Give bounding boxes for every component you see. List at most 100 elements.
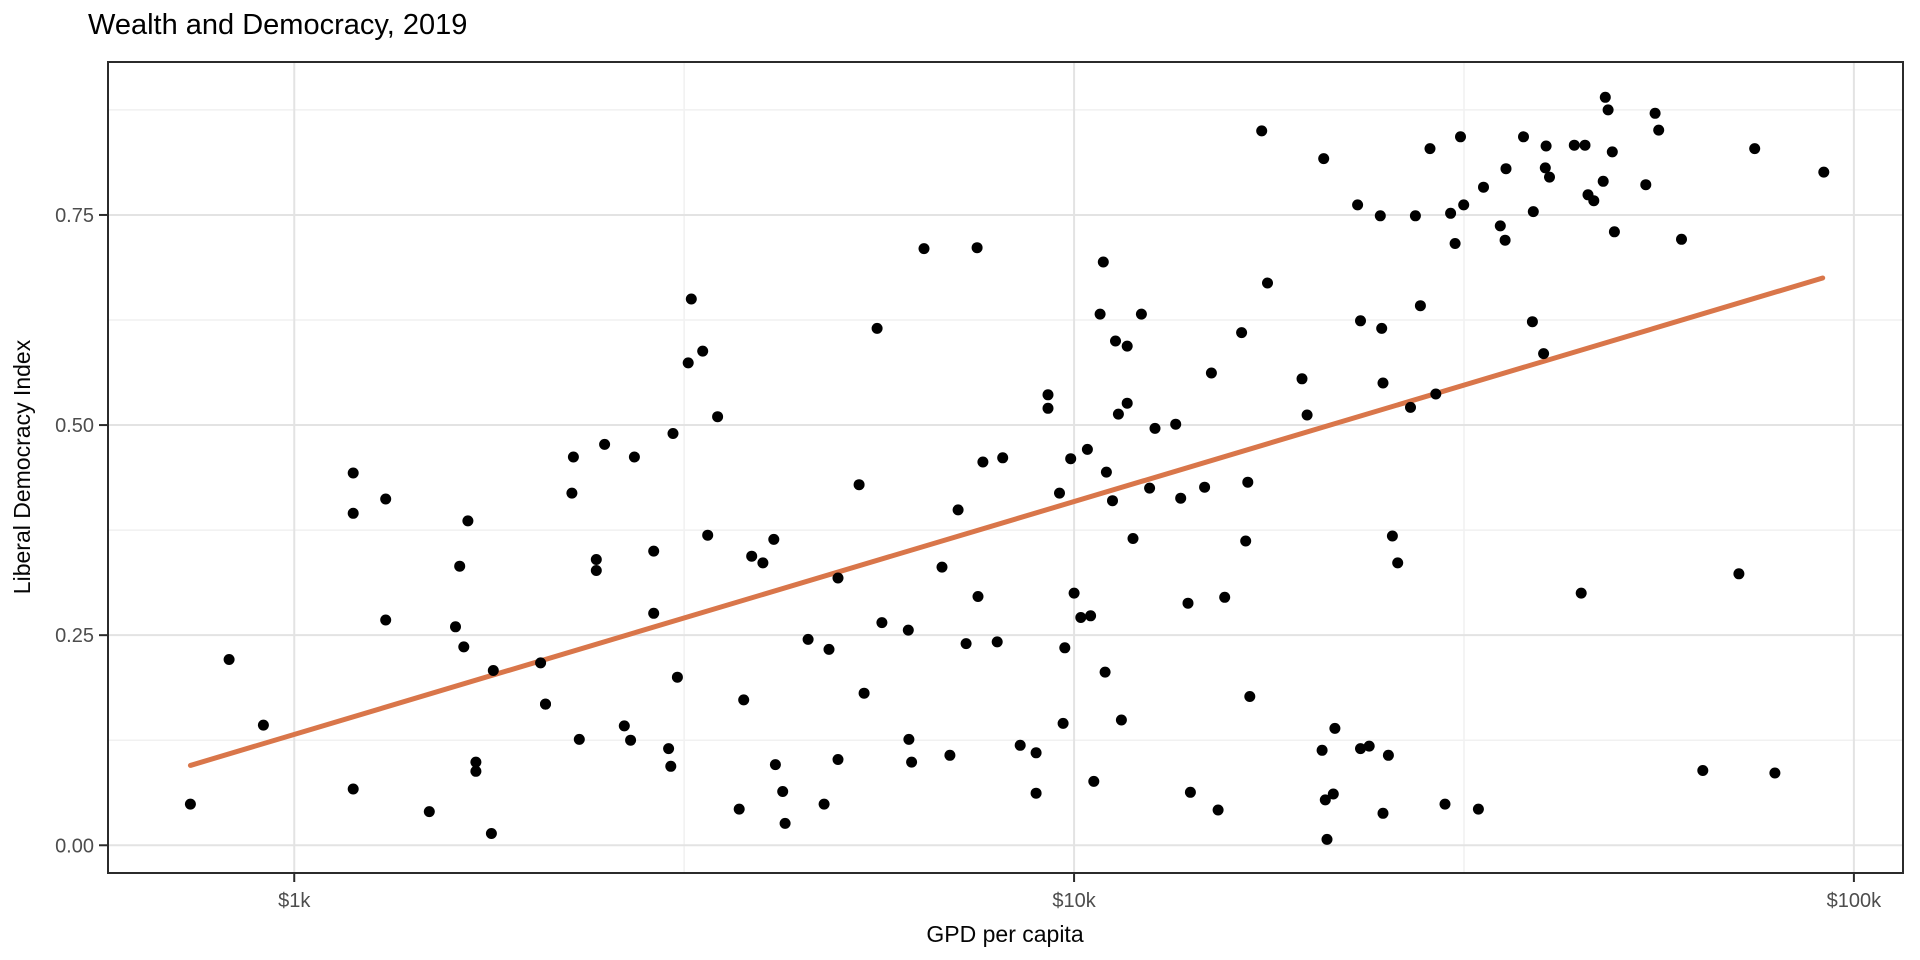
data-point xyxy=(918,243,930,255)
x-tick-label: $1k xyxy=(278,890,311,912)
data-point xyxy=(871,322,883,334)
data-point xyxy=(1439,798,1451,810)
data-point xyxy=(1544,171,1555,183)
data-point xyxy=(566,487,578,499)
data-point xyxy=(1449,238,1461,249)
data-point xyxy=(1316,744,1328,756)
data-point xyxy=(682,357,694,369)
data-point xyxy=(1472,803,1484,815)
data-point xyxy=(1097,256,1109,268)
data-point xyxy=(1042,389,1054,401)
data-point xyxy=(1494,220,1506,232)
data-point xyxy=(462,515,474,527)
data-point xyxy=(1676,233,1687,245)
data-point xyxy=(1329,722,1341,734)
data-point xyxy=(832,572,844,584)
data-point xyxy=(573,733,585,745)
data-point xyxy=(487,665,499,676)
data-point xyxy=(1184,786,1196,798)
data-point xyxy=(671,671,683,683)
data-point xyxy=(1149,422,1161,434)
data-point xyxy=(1262,277,1273,289)
data-point xyxy=(1112,408,1124,420)
data-point xyxy=(485,828,497,839)
data-point xyxy=(1602,104,1614,116)
data-point xyxy=(1110,335,1121,347)
data-point xyxy=(1088,775,1100,787)
data-point xyxy=(1579,139,1591,151)
data-point xyxy=(768,533,780,545)
data-point xyxy=(1409,210,1421,222)
data-point xyxy=(1205,367,1217,379)
data-point xyxy=(1318,153,1330,165)
data-point xyxy=(1107,495,1118,507)
data-point xyxy=(458,641,470,653)
x-tick-label: $100k xyxy=(1827,890,1882,912)
data-point xyxy=(906,756,918,768)
data-point xyxy=(858,687,870,699)
data-point xyxy=(977,456,989,468)
trend-line-layer xyxy=(187,275,1826,768)
data-point xyxy=(1363,740,1375,752)
data-point xyxy=(1640,179,1652,191)
data-point xyxy=(1059,642,1071,654)
data-point xyxy=(1121,397,1133,409)
data-point xyxy=(1127,533,1139,544)
data-point xyxy=(1424,143,1436,155)
data-point xyxy=(1094,308,1106,320)
plot-panel xyxy=(107,61,1904,874)
data-point xyxy=(1085,610,1097,622)
data-point xyxy=(712,411,724,423)
data-point xyxy=(777,786,789,797)
data-point xyxy=(1458,199,1470,211)
data-point xyxy=(1649,107,1661,119)
data-point xyxy=(1175,492,1187,504)
data-point xyxy=(902,624,914,636)
data-point xyxy=(1733,568,1745,580)
data-point xyxy=(1057,717,1069,729)
data-point xyxy=(1240,535,1252,547)
data-point xyxy=(853,479,865,491)
data-point xyxy=(1199,481,1211,493)
data-point xyxy=(1144,482,1156,494)
data-point xyxy=(567,451,579,463)
data-point xyxy=(540,698,551,710)
data-point xyxy=(1242,476,1254,488)
x-axis-title: GPD per capita xyxy=(926,921,1083,947)
data-point xyxy=(1065,453,1077,465)
data-point xyxy=(1430,388,1442,400)
data-point xyxy=(972,591,984,602)
y-tick-label: 0.50 xyxy=(55,415,94,437)
data-point xyxy=(257,719,269,731)
data-point xyxy=(1374,210,1386,222)
data-point xyxy=(1392,557,1404,569)
data-point xyxy=(702,529,714,541)
data-point xyxy=(423,806,435,818)
data-point xyxy=(1818,166,1830,178)
data-point xyxy=(648,545,660,557)
data-point xyxy=(1121,340,1133,352)
data-point xyxy=(1219,591,1231,603)
data-point xyxy=(1075,612,1087,623)
gridlines-minor xyxy=(108,62,1903,873)
data-point xyxy=(832,754,844,765)
data-point xyxy=(738,694,750,706)
trend-line xyxy=(187,275,1826,768)
data-point xyxy=(960,638,972,650)
data-point xyxy=(590,554,602,565)
data-point xyxy=(599,438,611,450)
data-point xyxy=(1068,587,1080,599)
data-point xyxy=(1749,143,1761,155)
data-point xyxy=(991,636,1003,648)
data-point xyxy=(1115,714,1127,726)
data-point xyxy=(746,550,758,562)
data-point xyxy=(1568,139,1580,151)
data-point xyxy=(1599,91,1611,103)
data-point xyxy=(952,504,964,516)
y-tick-labels: 0.00 0.25 0.50 0.75 xyxy=(55,205,94,857)
data-point xyxy=(1575,587,1587,599)
data-point xyxy=(1478,181,1489,193)
data-point xyxy=(1653,124,1665,136)
data-point xyxy=(223,654,235,665)
